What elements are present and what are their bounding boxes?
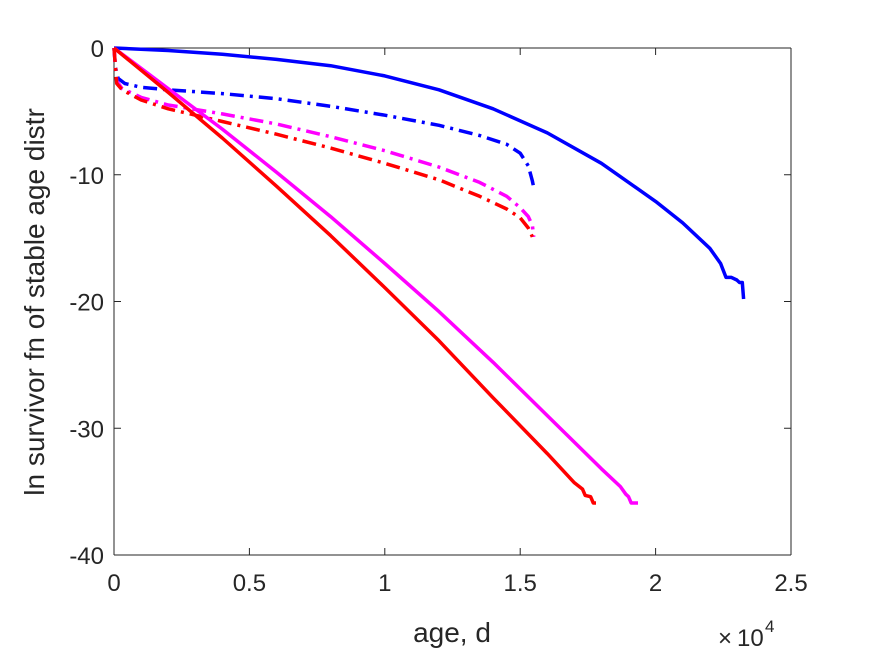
y-tick-label: -20	[69, 290, 104, 317]
series-line-4	[112, 47, 534, 238]
y-tick-label: -30	[69, 416, 104, 443]
series-line-2	[112, 47, 536, 188]
x-axis-label: age, d	[413, 617, 491, 648]
y-tick-label: -40	[69, 543, 104, 570]
x-tick-label: 0.5	[233, 570, 266, 597]
x-multiplier: × 10 4	[718, 617, 774, 652]
x-tick-label: 0	[107, 570, 120, 597]
series-line-5	[112, 46, 638, 505]
y-axis-label: ln survivor fn of stable age distr	[19, 108, 50, 496]
series-line-1	[113, 46, 746, 300]
series-line-3	[112, 47, 536, 238]
x-multiplier-times: ×	[718, 625, 732, 652]
y-tick-label: 0	[91, 36, 104, 63]
x-tick-label: 1	[378, 570, 391, 597]
series-line-6	[112, 46, 596, 505]
x-tick-label: 2.5	[774, 570, 807, 597]
ticks: 0 0.5 1 1.5 2 2.5 0 -10 -20 -30 -40	[69, 36, 807, 597]
x-tick-label: 2	[649, 570, 662, 597]
x-multiplier-base: 10	[737, 625, 764, 652]
x-tick-label: 1.5	[504, 570, 537, 597]
y-tick-label: -10	[69, 163, 104, 190]
series-lines	[112, 46, 746, 505]
x-multiplier-exponent: 4	[765, 617, 774, 636]
